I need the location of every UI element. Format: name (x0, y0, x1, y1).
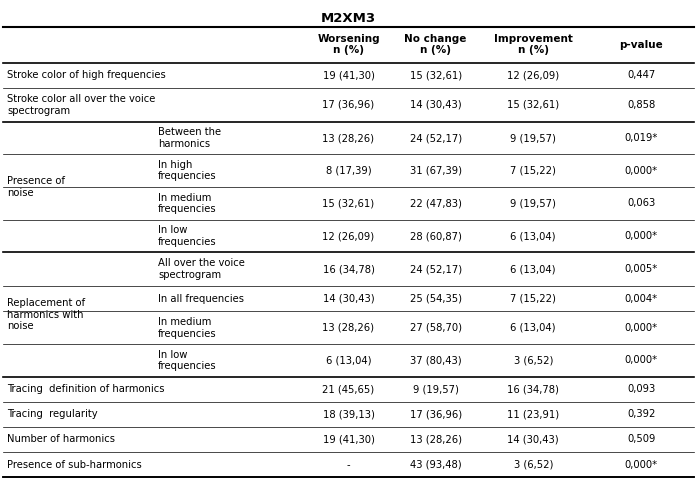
Text: 15 (32,61): 15 (32,61) (323, 199, 374, 208)
Text: 14 (30,43): 14 (30,43) (507, 434, 559, 444)
Text: Presence of sub-harmonics: Presence of sub-harmonics (7, 460, 141, 469)
Text: In medium
frequencies: In medium frequencies (158, 192, 217, 214)
Text: 12 (26,09): 12 (26,09) (507, 70, 559, 80)
Text: 31 (67,39): 31 (67,39) (410, 166, 461, 175)
Text: 6 (13,04): 6 (13,04) (325, 355, 372, 365)
Text: 18 (39,13): 18 (39,13) (323, 409, 374, 419)
Text: Presence of
noise: Presence of noise (7, 176, 65, 198)
Text: Worsening
n (%): Worsening n (%) (317, 34, 380, 55)
Text: Tracing  definition of harmonics: Tracing definition of harmonics (7, 384, 164, 394)
Text: Tracing  regularity: Tracing regularity (7, 409, 98, 419)
Text: In all frequencies: In all frequencies (158, 294, 244, 304)
Text: 0,000*: 0,000* (625, 231, 658, 241)
Text: 9 (19,57): 9 (19,57) (413, 384, 459, 394)
Text: 14 (30,43): 14 (30,43) (323, 294, 374, 304)
Text: 43 (93,48): 43 (93,48) (410, 460, 461, 469)
Text: 24 (52,17): 24 (52,17) (410, 133, 461, 143)
Text: 6 (13,04): 6 (13,04) (510, 323, 556, 333)
Text: 19 (41,30): 19 (41,30) (323, 434, 374, 444)
Text: M2XM3: M2XM3 (321, 12, 376, 25)
Text: 0,447: 0,447 (627, 70, 655, 80)
Text: 0,005*: 0,005* (625, 264, 658, 274)
Text: 0,000*: 0,000* (625, 323, 658, 333)
Text: p-value: p-value (620, 40, 663, 50)
Text: 17 (36,96): 17 (36,96) (410, 409, 461, 419)
Text: 13 (28,26): 13 (28,26) (410, 434, 461, 444)
Text: 15 (32,61): 15 (32,61) (507, 100, 559, 110)
Text: 27 (58,70): 27 (58,70) (410, 323, 461, 333)
Text: 15 (32,61): 15 (32,61) (410, 70, 461, 80)
Text: 22 (47,83): 22 (47,83) (410, 199, 461, 208)
Text: 16 (34,78): 16 (34,78) (507, 384, 559, 394)
Text: Between the
harmonics: Between the harmonics (158, 127, 222, 149)
Text: 24 (52,17): 24 (52,17) (410, 264, 461, 274)
Text: 9 (19,57): 9 (19,57) (510, 133, 556, 143)
Text: 0,063: 0,063 (627, 199, 655, 208)
Text: 14 (30,43): 14 (30,43) (410, 100, 461, 110)
Text: 13 (28,26): 13 (28,26) (323, 133, 374, 143)
Text: 6 (13,04): 6 (13,04) (510, 264, 556, 274)
Text: Improvement
n (%): Improvement n (%) (493, 34, 573, 55)
Text: Stroke color of high frequencies: Stroke color of high frequencies (7, 70, 166, 80)
Text: 17 (36,96): 17 (36,96) (323, 100, 374, 110)
Text: In medium
frequencies: In medium frequencies (158, 317, 217, 338)
Text: 8 (17,39): 8 (17,39) (325, 166, 372, 175)
Text: 3 (6,52): 3 (6,52) (514, 355, 553, 365)
Text: 11 (23,91): 11 (23,91) (507, 409, 559, 419)
Text: 0,000*: 0,000* (625, 355, 658, 365)
Text: 0,858: 0,858 (627, 100, 655, 110)
Text: 7 (15,22): 7 (15,22) (510, 294, 556, 304)
Text: 28 (60,87): 28 (60,87) (410, 231, 461, 241)
Text: 7 (15,22): 7 (15,22) (510, 166, 556, 175)
Text: 0,392: 0,392 (627, 409, 655, 419)
Text: 12 (26,09): 12 (26,09) (323, 231, 374, 241)
Text: 13 (28,26): 13 (28,26) (323, 323, 374, 333)
Text: 0,004*: 0,004* (625, 294, 658, 304)
Text: 3 (6,52): 3 (6,52) (514, 460, 553, 469)
Text: 16 (34,78): 16 (34,78) (323, 264, 374, 274)
Text: No change
n (%): No change n (%) (404, 34, 467, 55)
Text: 25 (54,35): 25 (54,35) (410, 294, 461, 304)
Text: 19 (41,30): 19 (41,30) (323, 70, 374, 80)
Text: 6 (13,04): 6 (13,04) (510, 231, 556, 241)
Text: 0,509: 0,509 (627, 434, 655, 444)
Text: -: - (346, 460, 351, 469)
Text: 21 (45,65): 21 (45,65) (323, 384, 374, 394)
Text: 37 (80,43): 37 (80,43) (410, 355, 461, 365)
Text: All over the voice
spectrogram: All over the voice spectrogram (158, 258, 245, 280)
Text: 0,019*: 0,019* (625, 133, 658, 143)
Text: Replacement of
harmonics with
noise: Replacement of harmonics with noise (7, 298, 85, 331)
Text: In high
frequencies: In high frequencies (158, 160, 217, 182)
Text: 0,000*: 0,000* (625, 460, 658, 469)
Text: 0,000*: 0,000* (625, 166, 658, 175)
Text: 0,093: 0,093 (627, 384, 655, 394)
Text: In low
frequencies: In low frequencies (158, 225, 217, 247)
Text: Stroke color all over the voice
spectrogram: Stroke color all over the voice spectrog… (7, 94, 155, 116)
Text: 9 (19,57): 9 (19,57) (510, 199, 556, 208)
Text: In low
frequencies: In low frequencies (158, 349, 217, 371)
Text: Number of harmonics: Number of harmonics (7, 434, 115, 444)
